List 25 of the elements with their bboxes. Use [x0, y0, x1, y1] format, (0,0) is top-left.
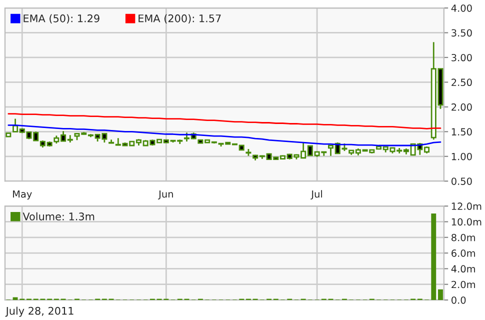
bar [438, 289, 443, 300]
x-tick-label: Jul [310, 190, 322, 200]
y-tick-label: 3.50 [452, 29, 472, 37]
legend-label: EMA (200): 1.57 [138, 14, 221, 24]
bar [431, 213, 436, 300]
y-tick-label: 12.0m [452, 202, 482, 210]
y-tick-label: 1.50 [452, 128, 472, 136]
y-tick-label: 3.00 [452, 54, 472, 62]
y-tick-label: 2.50 [452, 78, 472, 86]
legend-label: Volume: 1.3m [22, 212, 94, 220]
y-tick-label: 6.0m [452, 250, 475, 257]
y-tick-label: 2.0m [452, 280, 475, 288]
y-tick-label: 4.0m [451, 265, 475, 273]
x-tick-label: May [13, 190, 32, 200]
y-tick-label: 4.00 [451, 4, 472, 12]
y-tick-label: 0.0 [452, 296, 466, 304]
y-tick-label: 8.0m [452, 234, 475, 242]
legend-label: EMA (50): 1.29 [24, 14, 100, 24]
y-tick-label: 0.50 [452, 178, 472, 185]
y-tick-label: 10.0m [452, 218, 482, 226]
line-series [8, 113, 442, 130]
text: July 28, 2011 [5, 306, 74, 317]
x-tick-label: Jun [158, 190, 173, 200]
y-tick-label: 2.00 [452, 103, 472, 111]
y-tick-label: 1.00 [452, 152, 472, 160]
